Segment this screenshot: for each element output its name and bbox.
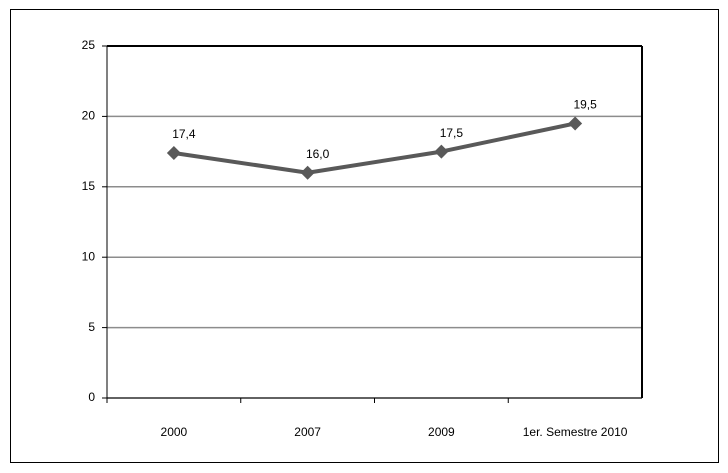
y-tick-label: 5 bbox=[88, 320, 95, 334]
data-label: 16,0 bbox=[306, 147, 330, 161]
x-tick-label: 2007 bbox=[294, 425, 321, 439]
marker bbox=[568, 116, 583, 131]
marker bbox=[166, 146, 181, 161]
x-tick-label: 2009 bbox=[428, 425, 455, 439]
x-tick-label: 1er. Semestre 2010 bbox=[523, 425, 628, 439]
data-label: 17,4 bbox=[172, 127, 196, 141]
line bbox=[173, 121, 576, 175]
y-tick-label: 15 bbox=[82, 179, 96, 193]
data-label: 17,5 bbox=[440, 126, 464, 140]
chart-frame bbox=[10, 9, 719, 463]
y-tick-label: 0 bbox=[88, 390, 95, 404]
marker bbox=[434, 144, 449, 159]
x-tick-label: 2000 bbox=[161, 425, 188, 439]
data-label: 19,5 bbox=[573, 98, 597, 112]
y-tick-label: 25 bbox=[82, 38, 96, 52]
marker bbox=[300, 165, 315, 180]
y-tick-label: 10 bbox=[82, 249, 96, 263]
y-tick-label: 20 bbox=[82, 109, 96, 123]
